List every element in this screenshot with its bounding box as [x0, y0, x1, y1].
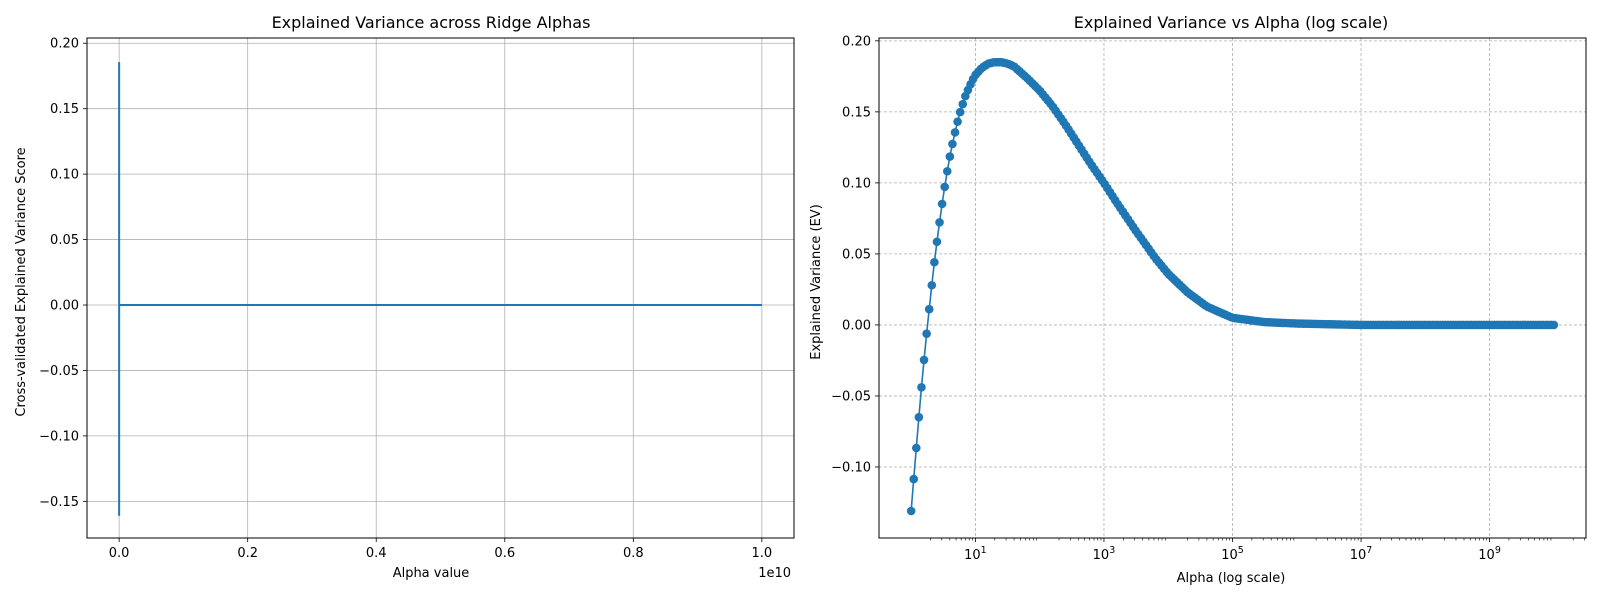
left-x-tick-label: 0.0 — [109, 546, 130, 561]
left-x-tick-label: 0.2 — [237, 546, 258, 561]
left-series-line — [118, 61, 762, 516]
right-data-point — [924, 304, 934, 314]
left-y-tick-label: 0.20 — [50, 37, 79, 52]
right-data-point — [958, 99, 968, 109]
right-x-tick-label: 107 — [1350, 545, 1373, 563]
left-x-tick-label: 1.0 — [752, 546, 773, 561]
right-x-axis-label: Alpha (log scale) — [1177, 571, 1286, 586]
left-y-tick-label: −0.05 — [39, 364, 79, 379]
chart-linear-scale: Explained Variance across Ridge Alphas A… — [14, 13, 795, 581]
left-x-tick-label: 0.4 — [366, 546, 387, 561]
right-axes-frame — [878, 37, 1587, 539]
right-data-point — [945, 152, 955, 161]
right-data-point — [927, 280, 937, 290]
right-data-point — [919, 355, 929, 365]
right-data-point — [935, 218, 944, 227]
left-chart-title: Explained Variance across Ridge Alphas — [272, 13, 591, 32]
right-data-point — [950, 128, 960, 137]
right-data-point — [1549, 320, 1559, 330]
right-gridlines — [879, 38, 1586, 538]
right-data-point — [955, 107, 965, 117]
right-data-point — [948, 139, 957, 149]
right-y-tick-label: 0.10 — [842, 176, 871, 191]
right-x-tick-label: 105 — [1221, 545, 1244, 563]
left-x-axis-label: Alpha value — [393, 566, 470, 581]
right-y-tick-label: 0.20 — [842, 34, 871, 49]
right-y-tick-label: 0.05 — [842, 247, 871, 262]
left-plot-series — [118, 61, 762, 516]
right-data-point — [953, 117, 962, 126]
left-y-tick-label: 0.00 — [50, 299, 79, 314]
right-data-point — [930, 257, 939, 267]
left-x-tick-label: 0.6 — [494, 546, 515, 561]
left-axes-frame — [86, 37, 795, 539]
chart-log-scale: Explained Variance vs Alpha (log scale) … — [809, 13, 1587, 586]
right-x-tick-label: 101 — [964, 545, 987, 563]
left-y-tick-label: 0.05 — [50, 233, 79, 248]
right-x-tick-label: 103 — [1093, 545, 1116, 563]
left-y-tick-label: 0.15 — [50, 102, 79, 117]
right-chart-title: Explained Variance vs Alpha (log scale) — [1074, 13, 1389, 32]
right-data-point — [940, 182, 949, 192]
right-y-tick-label: 0.15 — [842, 105, 871, 120]
left-tick-labels: 0.0 0.2 0.4 0.6 0.8 1.0 −0.15 −0.10 −0.05 0.00 0.0… — [39, 37, 772, 561]
right-data-point — [932, 237, 942, 247]
right-plot-series — [906, 57, 1559, 516]
right-data-point — [914, 412, 924, 422]
right-y-axis-label: Explained Variance (EV) — [809, 204, 824, 360]
right-x-tick-label: 109 — [1478, 545, 1501, 563]
right-data-point — [942, 166, 952, 176]
left-y-axis-label: Cross-validated Explained Variance Score — [14, 147, 29, 416]
right-data-point — [909, 474, 919, 484]
left-y-tick-label: 0.10 — [50, 168, 79, 183]
right-data-point — [906, 506, 916, 516]
right-data-point — [922, 329, 931, 338]
left-y-tick-label: −0.15 — [39, 495, 79, 510]
left-y-tick-label: −0.10 — [39, 429, 79, 444]
left-x-offset-label: 1e10 — [758, 566, 791, 581]
right-data-point — [917, 382, 926, 392]
right-data-point — [937, 199, 947, 209]
right-data-point — [912, 443, 921, 453]
left-x-tick-label: 0.8 — [623, 546, 644, 561]
right-y-tick-label: 0.00 — [842, 318, 871, 333]
right-y-tick-label: −0.05 — [831, 389, 871, 404]
right-tick-labels: 101 103 105 107 109 −0.10 −0.05 0.00 0.05 0.10 0.1… — [831, 34, 1585, 563]
right-y-tick-label: −0.10 — [831, 460, 871, 475]
